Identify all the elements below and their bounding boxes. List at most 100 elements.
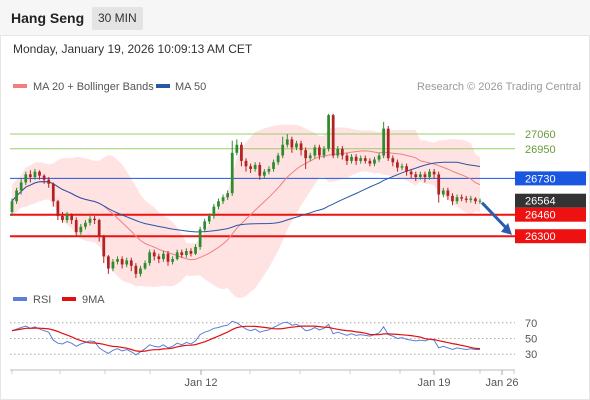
candle-body xyxy=(157,256,161,260)
candle-body xyxy=(327,115,330,149)
candle xyxy=(221,194,225,204)
candle xyxy=(198,226,202,250)
chart-title: Hang Seng xyxy=(11,10,85,26)
candle-body xyxy=(97,220,101,237)
level-label-26300: 26300 xyxy=(525,231,556,243)
candle xyxy=(331,113,335,159)
candle xyxy=(189,248,193,257)
candle xyxy=(102,234,106,264)
candle-body xyxy=(409,171,413,175)
candle xyxy=(65,212,69,223)
candle xyxy=(373,156,376,167)
candle xyxy=(322,146,326,159)
candle-body xyxy=(51,183,55,202)
candle xyxy=(478,198,482,204)
rsi-tick-50: 50 xyxy=(525,334,537,346)
candle-body xyxy=(212,206,216,217)
candle xyxy=(15,187,18,204)
candle xyxy=(262,168,266,179)
candle xyxy=(74,217,78,237)
candle-body xyxy=(38,171,41,176)
candle xyxy=(143,260,147,270)
candle-body xyxy=(84,222,87,227)
candle-body xyxy=(221,197,225,202)
candle xyxy=(377,152,381,163)
ma20-legend-label: MA 20 + Bollinger Bands xyxy=(33,81,154,93)
candle-body xyxy=(345,155,349,161)
candle-body xyxy=(464,198,468,200)
candle-body xyxy=(276,155,280,163)
candle xyxy=(212,203,216,219)
candle xyxy=(359,155,363,164)
candle-body xyxy=(437,174,441,195)
candle xyxy=(327,113,330,152)
candle-body xyxy=(56,201,60,217)
candle-body xyxy=(318,147,321,156)
candle-body xyxy=(455,197,459,202)
rsi-legend-swatch xyxy=(13,297,27,301)
candle-body xyxy=(134,265,138,274)
candle-body xyxy=(226,193,230,198)
candle xyxy=(139,265,142,277)
candle-body xyxy=(194,246,197,254)
candle xyxy=(157,253,161,264)
candle-body xyxy=(272,162,275,169)
candle-body xyxy=(93,218,96,221)
candle xyxy=(441,187,445,198)
candle-body xyxy=(340,148,344,156)
interval-selector[interactable]: 30 MIN xyxy=(92,7,143,30)
candle-body xyxy=(262,171,266,176)
candle-body xyxy=(106,256,110,269)
candle xyxy=(437,171,441,203)
candle xyxy=(226,190,230,200)
candle-body xyxy=(79,226,83,233)
rsi-tick-70: 70 xyxy=(525,318,537,330)
candle-body xyxy=(446,190,450,196)
candle xyxy=(88,216,92,226)
candle-body xyxy=(331,115,335,156)
candle-body xyxy=(42,175,46,180)
candle-body xyxy=(61,216,64,221)
candle xyxy=(230,140,234,196)
candle-body xyxy=(217,201,220,207)
candle-body xyxy=(152,252,156,257)
candle-body xyxy=(290,139,294,148)
rsi-legend-label: RSI xyxy=(33,294,51,306)
level-label-26564: 26564 xyxy=(525,196,556,208)
x-tick-Jan-12: Jan 12 xyxy=(184,377,217,389)
candle xyxy=(235,139,239,156)
candle xyxy=(336,146,340,159)
candle xyxy=(38,170,41,180)
candle-body xyxy=(139,268,142,274)
candle-body xyxy=(304,150,308,159)
candle xyxy=(203,218,207,233)
candle-body xyxy=(184,251,188,256)
candle-body xyxy=(148,252,152,264)
ma9-legend-label: 9MA xyxy=(82,294,105,306)
ma50-legend-label: MA 50 xyxy=(175,81,206,93)
rsi-tick-30: 30 xyxy=(525,349,537,361)
candle-body xyxy=(10,201,14,212)
candle-body xyxy=(295,143,298,148)
candle xyxy=(258,162,262,180)
candle xyxy=(414,171,418,182)
candle xyxy=(33,168,37,180)
candle xyxy=(47,177,51,188)
candle-body xyxy=(414,174,418,178)
candle-body xyxy=(363,158,367,161)
candle xyxy=(313,144,317,159)
candle-body xyxy=(129,260,133,266)
candle xyxy=(354,154,358,165)
candle-body xyxy=(28,174,32,178)
candle xyxy=(84,220,87,230)
candle-body xyxy=(469,198,473,200)
candle-body xyxy=(373,159,376,164)
candle xyxy=(10,198,14,217)
candle-body xyxy=(70,214,74,221)
candle-body xyxy=(441,190,445,195)
candle-body xyxy=(478,200,482,202)
candle-body xyxy=(396,162,399,168)
chart-header: Hang Seng 30 MIN xyxy=(0,0,590,36)
candle xyxy=(318,144,321,160)
candle xyxy=(244,158,248,172)
